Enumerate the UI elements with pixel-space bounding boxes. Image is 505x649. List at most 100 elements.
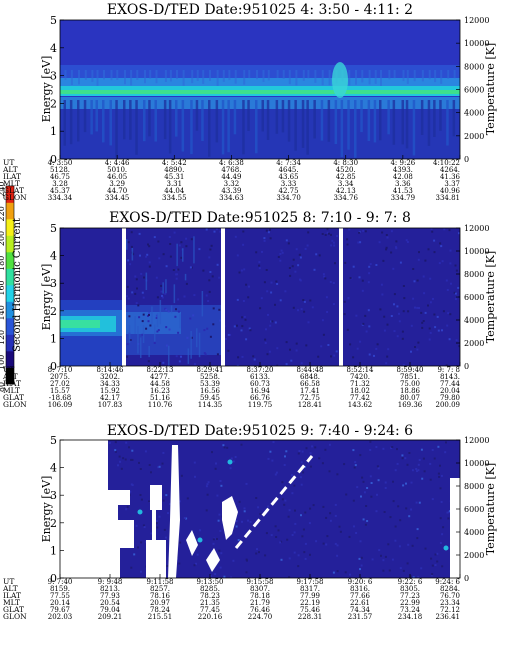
speckle	[326, 535, 329, 538]
speckle	[309, 465, 312, 468]
speckle	[411, 469, 414, 472]
y2-tick-label: 10000	[464, 247, 489, 256]
speckle	[255, 251, 258, 254]
speckle	[304, 542, 307, 545]
spectrogram-stripe	[388, 70, 391, 80]
speckle	[258, 267, 261, 270]
speckle	[419, 577, 421, 578]
speckle	[286, 538, 289, 541]
orbit-value: 43.39	[221, 187, 241, 195]
orbit-value: 45.31	[164, 173, 184, 181]
y-tick-label: 5	[50, 222, 57, 235]
speckle	[420, 311, 423, 314]
speckle	[284, 499, 287, 502]
panel-3-white-patch-5	[206, 548, 220, 572]
spectrogram-stripe	[387, 100, 390, 135]
y-tick-label: 2	[50, 517, 57, 530]
speckle	[329, 281, 332, 283]
speckle	[189, 317, 192, 320]
orbit-value: 9:13:50	[197, 578, 224, 586]
spectrogram-stripe	[373, 100, 377, 143]
orbit-value: 9:15:58	[247, 578, 274, 586]
speckle	[224, 338, 227, 340]
speckle	[213, 230, 216, 233]
speckle	[241, 355, 244, 358]
speckle	[237, 539, 240, 541]
speckle	[417, 463, 420, 466]
panel-3-white-patch-1	[108, 490, 134, 578]
speckle	[330, 355, 332, 358]
speckle	[369, 449, 372, 451]
speckle	[148, 261, 151, 264]
speckle	[368, 325, 371, 328]
speckle	[314, 446, 317, 449]
orbit-value: 5258.	[200, 373, 220, 381]
y2-tick-label: 6000	[464, 293, 484, 302]
speckle	[300, 308, 303, 311]
speckle	[126, 355, 129, 358]
orbit-value: 9:20: 6	[348, 578, 373, 586]
speckle	[173, 284, 176, 304]
orbit-row-label: GLAT	[3, 186, 24, 195]
orbit-value: 128.41	[298, 401, 323, 409]
speckle	[134, 292, 137, 295]
orbit-value: 75.00	[400, 380, 420, 388]
speckle	[364, 314, 367, 317]
speckle	[156, 330, 159, 333]
speckle	[294, 522, 297, 525]
speckle	[178, 562, 181, 565]
spectrogram-stripe	[288, 70, 291, 85]
orbit-value: 334.45	[105, 194, 130, 202]
orbit-value: 106.09	[48, 401, 73, 409]
speckle	[285, 341, 288, 344]
speckle	[161, 296, 164, 299]
orbit-value: 59.45	[200, 394, 220, 402]
speckle	[395, 240, 398, 243]
speckle	[180, 256, 183, 259]
speckle	[429, 331, 432, 334]
speckle	[263, 281, 266, 284]
speckle	[446, 289, 449, 291]
orbit-value: 9:22: 6	[398, 578, 423, 586]
speckle	[396, 305, 399, 308]
orbit-value: 215.51	[148, 613, 173, 621]
speckle	[416, 528, 419, 531]
speckle	[393, 303, 395, 306]
speckle	[133, 553, 136, 556]
speckle	[219, 319, 222, 322]
speckle	[309, 553, 311, 556]
y-tick-label: 3	[50, 70, 57, 83]
speckle	[367, 309, 370, 312]
speckle	[304, 511, 307, 514]
orbit-value: 9: 9:48	[98, 578, 123, 586]
speckle	[365, 505, 368, 507]
speckle	[245, 571, 248, 574]
colorbar-tick-label: 240	[0, 181, 6, 196]
panel-3-y2label: Temperature [K]	[484, 463, 497, 555]
speckle	[392, 267, 395, 270]
y2-tick-label: 8000	[464, 270, 484, 279]
speckle	[175, 277, 178, 280]
speckle	[387, 543, 390, 546]
orbit-value: 79.04	[100, 606, 121, 614]
speckle	[232, 460, 235, 463]
speckle	[380, 554, 382, 557]
speckle	[309, 299, 312, 302]
speckle	[336, 544, 339, 547]
speckle	[209, 271, 212, 273]
orbit-value: 77.99	[300, 592, 320, 600]
speckle	[398, 312, 400, 315]
speckle	[450, 282, 452, 285]
speckle	[439, 487, 442, 490]
spectrogram-stripe	[313, 100, 316, 139]
speckle	[161, 462, 164, 465]
spectrogram-stripe	[453, 70, 456, 79]
speckle	[128, 446, 130, 449]
speckle	[193, 294, 196, 297]
colorbar-cell	[6, 202, 14, 220]
speckle	[195, 562, 197, 565]
speckle	[267, 505, 270, 508]
speckle	[358, 557, 361, 560]
speckle	[434, 326, 437, 329]
speckle	[155, 317, 158, 319]
